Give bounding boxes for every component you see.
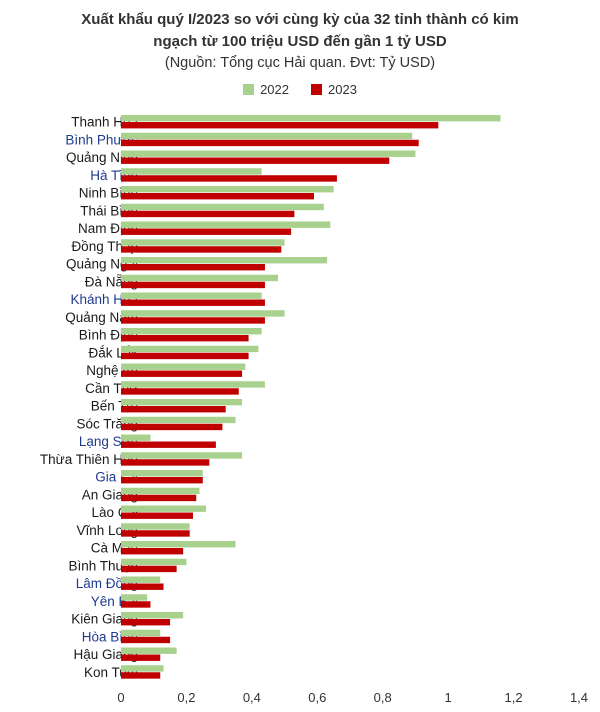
bar-2022-row-0	[121, 115, 501, 122]
bar-2023-row-25	[121, 565, 177, 573]
bar-2022-row-2	[121, 150, 416, 157]
bar-2023-row-12	[121, 335, 249, 342]
bar-2023-row-19	[121, 459, 210, 466]
x-tick-label: 1	[445, 690, 452, 705]
legend-label-2023: 2023	[328, 81, 357, 97]
bar-2022-row-22	[121, 505, 207, 512]
chart-title-line-1: Xuất khẩu quý I/2023 so với cùng kỳ của …	[81, 11, 519, 28]
bar-2022-row-25	[121, 558, 187, 566]
bar-2023-row-4	[121, 193, 315, 200]
bar-2023-row-14	[121, 370, 243, 377]
bar-2023-row-11	[121, 317, 265, 324]
x-tick-label: 0,8	[374, 690, 392, 705]
bar-2023-row-30	[121, 654, 161, 661]
bar-2023-row-6	[121, 228, 292, 235]
chart-title-line-2: ngạch từ 100 triệu USD đến gần 1 tỷ USD	[153, 33, 447, 50]
bar-2022-row-23	[121, 523, 190, 530]
bar-2023-row-7	[121, 246, 282, 253]
legend-swatch-2022	[243, 83, 255, 95]
bar-2023-row-21	[121, 494, 197, 502]
bar-2023-row-20	[121, 477, 203, 484]
chart-subtitle: (Nguồn: Tổng cục Hải quan. Đvt: Tỷ USD)	[164, 55, 436, 71]
bar-2023-row-9	[121, 281, 265, 289]
bar-2022-row-20	[121, 470, 203, 477]
bar-2022-row-17	[121, 416, 236, 424]
bar-2022-row-7	[121, 239, 285, 246]
bar-2022-row-24	[121, 541, 236, 548]
bar-2022-row-18	[121, 434, 151, 441]
bar-2022-row-5	[121, 203, 324, 211]
x-tick-label: 0,2	[177, 690, 195, 705]
legend-label-2022: 2022	[260, 81, 289, 97]
x-tick-label: 0,4	[243, 690, 261, 705]
bar-2023-row-26	[121, 583, 164, 590]
bar-2023-row-16	[121, 406, 226, 413]
category-label: Thừa Thiên Huế	[40, 452, 139, 467]
bar-2022-row-21	[121, 487, 200, 495]
legend: 2022 2023	[0, 79, 600, 99]
bar-2023-row-23	[121, 530, 190, 537]
bar-2023-row-3	[121, 175, 337, 182]
bar-2022-row-13	[121, 345, 259, 353]
bar-2023-row-13	[121, 352, 249, 360]
x-tick-label: 1,4	[570, 690, 588, 705]
bar-2022-row-3	[121, 168, 262, 175]
bar-2022-row-12	[121, 328, 262, 335]
bar-2022-row-6	[121, 221, 331, 228]
legend-swatch-2023	[311, 83, 322, 95]
category-label: Quảng Ngãi	[66, 257, 138, 272]
bar-2023-row-18	[121, 441, 216, 448]
bar-2023-row-0	[121, 122, 439, 129]
legend-item-2022: 2022	[243, 82, 289, 97]
bar-2022-row-11	[121, 310, 285, 317]
bar-2022-row-8	[121, 257, 328, 264]
bar-2023-row-5	[121, 210, 295, 218]
bar-2022-row-26	[121, 576, 161, 583]
bar-2022-row-28	[121, 612, 184, 619]
category-label: Quảng Nam	[65, 310, 138, 325]
category-label: Bình Phước	[65, 132, 138, 147]
x-tick-label: 1,2	[505, 690, 523, 705]
x-tick-label: 0,6	[308, 690, 326, 705]
bar-2022-row-10	[121, 292, 262, 299]
bar-2022-row-14	[121, 363, 246, 370]
bar-2023-row-15	[121, 388, 239, 395]
bar-2022-row-4	[121, 186, 334, 193]
bar-2022-row-1	[121, 132, 413, 140]
bar-2023-row-10	[121, 299, 265, 306]
category-label: Quảng Ninh	[66, 150, 138, 165]
bar-2022-row-19	[121, 452, 243, 459]
bar-2023-row-22	[121, 512, 193, 519]
bar-2022-row-27	[121, 594, 148, 601]
bar-2022-row-29	[121, 629, 161, 637]
category-label: Bình Thuận	[68, 558, 138, 573]
bar-2023-row-28	[121, 619, 171, 626]
legend-item-2023: 2023	[311, 82, 357, 97]
bar-2023-row-27	[121, 601, 151, 608]
bar-2023-row-31	[121, 672, 161, 679]
bar-2023-row-17	[121, 423, 223, 431]
bar-2022-row-31	[121, 665, 164, 672]
bar-2022-row-15	[121, 381, 265, 388]
bar-2022-row-30	[121, 647, 177, 654]
x-tick-label: 0	[117, 690, 124, 705]
bar-2023-row-8	[121, 264, 265, 271]
bar-2022-row-9	[121, 274, 279, 282]
bar-2023-row-24	[121, 548, 184, 555]
bar-2022-row-16	[121, 399, 243, 406]
bar-2023-row-1	[121, 139, 419, 147]
bar-2023-row-29	[121, 636, 171, 644]
bar-2023-row-2	[121, 157, 390, 164]
